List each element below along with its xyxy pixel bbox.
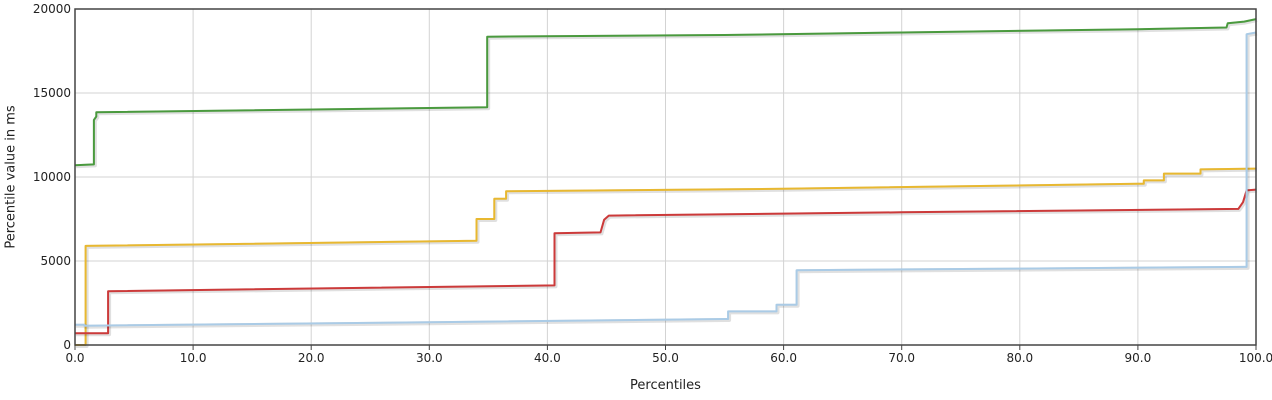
- x-tick-label: 100.0: [1239, 351, 1272, 365]
- y-tick-label: 15000: [33, 86, 71, 100]
- series-lines: [74, 18, 1258, 348]
- series-line-shadow: [76, 31, 1258, 329]
- series-line: [75, 188, 1257, 335]
- x-tick-label: 0.0: [65, 351, 84, 365]
- x-tick-label: 70.0: [888, 351, 915, 365]
- x-tick-label: 10.0: [180, 351, 207, 365]
- y-axis-title: Percentile value in ms: [4, 105, 19, 249]
- series-line: [75, 31, 1257, 327]
- series-line: [74, 18, 1257, 167]
- series-line-shadow: [75, 18, 1258, 169]
- x-tick-label: 90.0: [1125, 351, 1152, 365]
- x-axis-title: Percentiles: [630, 378, 701, 393]
- x-axis-ticks: 0.0 10.0 20.0 30.0 40.0 50.0 60.0 70.0 80.0 90.0 1…: [65, 345, 1272, 365]
- x-tick-label: 40.0: [534, 351, 561, 365]
- series-line: [75, 167, 1257, 346]
- y-tick-label: 0: [63, 338, 71, 352]
- grid-lines: [74, 8, 1257, 346]
- x-tick-label: 20.0: [298, 351, 325, 365]
- y-tick-label: 20000: [33, 2, 71, 16]
- x-tick-label: 80.0: [1006, 351, 1033, 365]
- x-tick-label: 30.0: [416, 351, 443, 365]
- x-tick-label: 50.0: [652, 351, 679, 365]
- y-axis-ticks: 0 5000 10000 15000 20000: [33, 2, 71, 352]
- y-tick-label: 10000: [33, 170, 71, 184]
- y-tick-label: 5000: [40, 254, 71, 268]
- x-tick-label: 60.0: [770, 351, 797, 365]
- series-line-shadow: [76, 188, 1258, 337]
